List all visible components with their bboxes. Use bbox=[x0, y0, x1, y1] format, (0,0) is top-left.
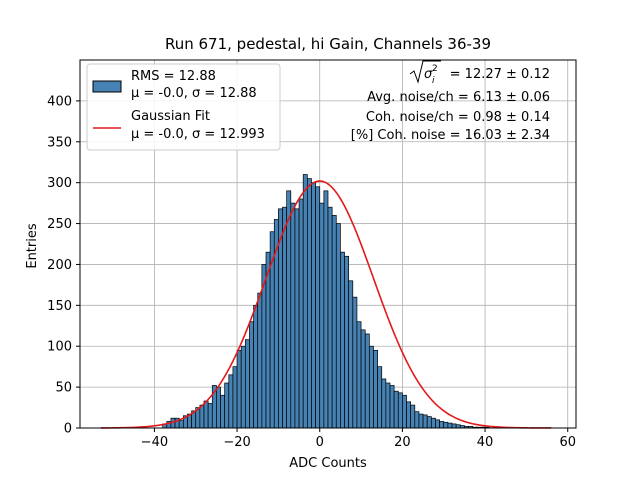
y-tick-label: 250 bbox=[47, 217, 72, 232]
histogram-bar bbox=[257, 292, 263, 429]
histogram-bar bbox=[220, 394, 226, 429]
pct-coh-noise-text: [%] Coh. noise = 16.03 ± 2.34 bbox=[351, 128, 550, 143]
legend-box bbox=[86, 63, 281, 151]
histogram-bar bbox=[224, 382, 230, 429]
histogram-bar bbox=[397, 392, 403, 429]
x-tick-label: 0 bbox=[316, 435, 324, 450]
histogram-bar bbox=[360, 329, 366, 429]
sigma-total-value: = 12.27 ± 0.12 bbox=[450, 67, 550, 82]
avg-noise-text: Avg. noise/ch = 6.13 ± 0.06 bbox=[367, 90, 550, 105]
histogram-bar bbox=[244, 339, 250, 429]
histogram-bar bbox=[199, 404, 205, 429]
x-tick-label: 20 bbox=[394, 435, 411, 450]
histogram-bar bbox=[364, 333, 370, 429]
x-axis-label: ADC Counts bbox=[289, 456, 367, 471]
y-tick-label: 300 bbox=[47, 176, 72, 191]
histogram-bar bbox=[377, 366, 383, 429]
histogram-bar bbox=[335, 223, 341, 429]
histogram-bar bbox=[426, 416, 432, 429]
histogram-bar bbox=[340, 251, 345, 429]
legend: RMS = 12.88 μ = -0.0, σ = 12.88 Gaussian… bbox=[86, 63, 281, 151]
y-tick-label: 150 bbox=[47, 299, 72, 314]
histogram-bar bbox=[315, 186, 321, 429]
gaussian-fit-line bbox=[100, 180, 552, 429]
svg-text:2: 2 bbox=[432, 64, 438, 74]
histogram-bar bbox=[331, 215, 337, 429]
x-axis-ticks: −40 −20 0 20 40 60 bbox=[141, 428, 576, 450]
histogram-bar bbox=[290, 202, 296, 429]
y-tick-label: 0 bbox=[64, 422, 72, 437]
histogram-bar bbox=[311, 182, 316, 429]
histogram-bar bbox=[203, 400, 209, 429]
y-axis-label: Entries bbox=[25, 223, 40, 269]
histogram-bar bbox=[282, 206, 288, 429]
svg-text:i: i bbox=[432, 76, 435, 86]
y-tick-label: 200 bbox=[47, 258, 72, 273]
histogram-bar bbox=[236, 349, 242, 429]
histogram-bar bbox=[430, 417, 436, 429]
histogram-bar bbox=[319, 202, 325, 429]
svg-text:σ: σ bbox=[424, 67, 433, 82]
histogram-bar bbox=[216, 386, 221, 429]
histogram-bar bbox=[240, 345, 246, 429]
histogram-bar bbox=[302, 174, 308, 429]
histogram-bar bbox=[447, 422, 453, 429]
legend-histogram-stats: μ = -0.0, σ = 12.88 bbox=[131, 86, 257, 101]
y-axis-ticks: 0 50 100 150 200 250 300 350 400 bbox=[47, 94, 80, 437]
histogram-bar bbox=[327, 206, 333, 429]
histogram-bar bbox=[352, 296, 358, 429]
histogram-bar bbox=[385, 382, 391, 429]
histogram-bar bbox=[406, 401, 412, 429]
histogram-bar bbox=[418, 413, 424, 429]
grid-lines bbox=[80, 60, 576, 429]
histogram-bar bbox=[178, 420, 184, 429]
legend-fit-label: Gaussian Fit bbox=[131, 109, 210, 124]
sigma-total-symbol: σ 2 i bbox=[409, 60, 441, 86]
histogram-bar bbox=[298, 198, 304, 429]
histogram-bar bbox=[389, 385, 395, 429]
histogram-bar bbox=[393, 390, 399, 429]
histogram-bar bbox=[306, 178, 312, 429]
histogram-bar bbox=[414, 411, 420, 429]
histogram-bar bbox=[435, 419, 440, 429]
histogram-bar bbox=[286, 190, 292, 429]
coh-noise-text: Coh. noise/ch = 0.98 ± 0.14 bbox=[366, 110, 550, 125]
histogram-bar bbox=[439, 421, 445, 429]
histogram-bar bbox=[373, 349, 378, 429]
histogram-bar bbox=[249, 321, 254, 429]
legend-fit-stats: μ = -0.0, σ = 12.993 bbox=[131, 127, 265, 142]
histogram-bar bbox=[402, 394, 407, 429]
legend-histogram-label: RMS = 12.88 bbox=[131, 69, 216, 84]
histogram-bar bbox=[207, 403, 213, 429]
chart-title: Run 671, pedestal, hi Gain, Channels 36-… bbox=[165, 35, 491, 53]
histogram-bar bbox=[356, 321, 362, 429]
legend-histogram-swatch bbox=[92, 80, 122, 93]
x-tick-label: −20 bbox=[223, 435, 250, 450]
histogram-bar bbox=[232, 366, 238, 429]
histogram-bar bbox=[368, 345, 374, 429]
histogram-bar bbox=[228, 374, 234, 429]
histogram-bars bbox=[162, 174, 498, 429]
histogram-bar bbox=[294, 208, 300, 429]
x-tick-label: 60 bbox=[559, 435, 576, 450]
histogram-bar bbox=[323, 190, 329, 429]
histogram-bar bbox=[381, 378, 387, 429]
y-tick-label: 350 bbox=[47, 135, 72, 150]
histogram-bar bbox=[451, 423, 457, 429]
y-tick-label: 400 bbox=[47, 94, 72, 109]
x-tick-label: −40 bbox=[141, 435, 168, 450]
y-tick-label: 50 bbox=[55, 381, 72, 396]
histogram-bar bbox=[253, 304, 259, 429]
histogram-bar bbox=[348, 280, 354, 429]
histogram-bar bbox=[443, 421, 449, 429]
plot-frame bbox=[79, 59, 577, 429]
noise-annotations: σ 2 i = 12.27 ± 0.12 Avg. noise/ch = 6.1… bbox=[351, 60, 550, 143]
y-tick-label: 100 bbox=[47, 340, 72, 355]
x-tick-label: 40 bbox=[477, 435, 494, 450]
histogram-bar bbox=[344, 255, 350, 429]
histogram-bar bbox=[422, 414, 428, 429]
histogram-bar bbox=[410, 404, 416, 429]
